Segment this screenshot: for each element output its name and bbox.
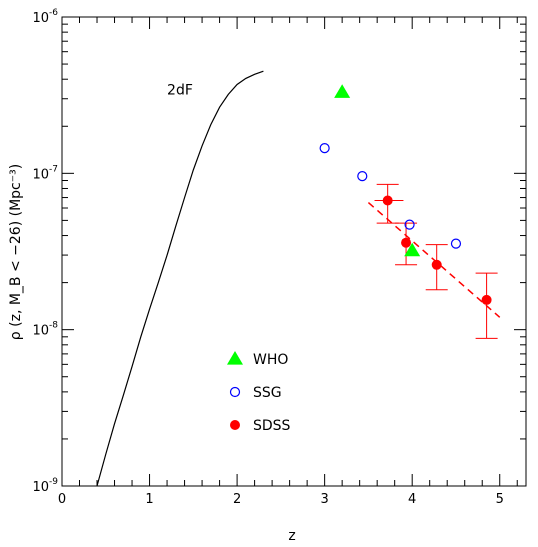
curve-2df xyxy=(96,70,264,487)
legend-marker-ssg xyxy=(229,386,241,398)
ssg-point xyxy=(357,171,368,182)
ssg-point xyxy=(319,143,330,154)
fit-line xyxy=(367,202,501,318)
y-tick-label: 10-7 xyxy=(32,164,58,182)
sdss-point xyxy=(401,237,412,248)
sdss-point xyxy=(431,259,442,270)
x-tick-label: 5 xyxy=(496,492,504,507)
legend: WHO SSG SDSS xyxy=(227,351,291,434)
x-axis-label: z xyxy=(288,528,295,544)
x-tick-label: 2 xyxy=(233,492,241,507)
plot-frame xyxy=(61,16,527,487)
x-tick-label: 3 xyxy=(321,492,329,507)
y-axis-label: ρ (z, M_B < −26) (Mpc⁻³) xyxy=(8,164,24,340)
legend-marker-who xyxy=(227,351,243,365)
y-tick-labels: 10-9 10-8 10-7 10-6 xyxy=(32,8,58,495)
curve-label: 2dF xyxy=(167,82,193,98)
axis-ticks xyxy=(61,16,526,487)
y-tick-label: 10-9 xyxy=(32,477,58,495)
legend-label-ssg: SSG xyxy=(253,385,282,401)
ssg-point xyxy=(404,219,415,230)
curve-group: 2dF xyxy=(96,70,264,487)
who-point xyxy=(404,242,421,257)
x-tick-label: 1 xyxy=(145,492,153,507)
y-tick-label: 10-8 xyxy=(32,321,58,339)
x-tick-labels: 0 1 2 3 4 5 xyxy=(58,492,504,507)
y-tick-label: 10-6 xyxy=(32,8,58,26)
sdss-point xyxy=(382,195,393,206)
x-tick-label: 0 xyxy=(58,492,66,507)
data-points xyxy=(319,84,492,305)
legend-label-sdss: SDSS xyxy=(253,418,291,434)
x-tick-label: 4 xyxy=(408,492,416,507)
fit-line-group xyxy=(367,202,501,318)
legend-label-who: WHO xyxy=(253,352,288,368)
legend-marker-sdss xyxy=(230,420,240,430)
sdss-point xyxy=(481,294,492,305)
who-point xyxy=(334,84,351,98)
ssg-point xyxy=(450,238,462,249)
